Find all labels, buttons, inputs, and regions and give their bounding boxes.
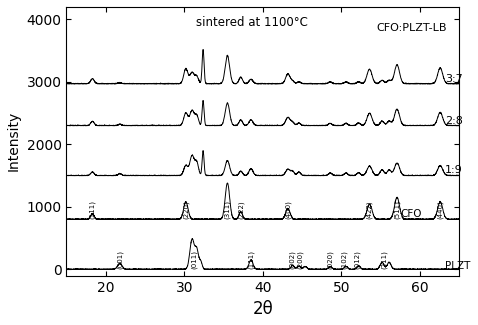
Text: (111): (111) xyxy=(89,200,96,219)
Text: (211): (211) xyxy=(380,250,387,269)
Text: (220): (220) xyxy=(183,200,189,219)
Text: (222): (222) xyxy=(238,200,244,219)
Text: (002): (002) xyxy=(289,250,296,269)
Text: (102): (102) xyxy=(341,250,348,269)
Text: (020): (020) xyxy=(327,250,334,269)
Y-axis label: Intensity: Intensity xyxy=(7,111,21,171)
Text: PLZT: PLZT xyxy=(445,261,470,271)
Text: (111): (111) xyxy=(248,250,254,269)
Text: 2:8: 2:8 xyxy=(445,116,463,126)
Text: (011): (011) xyxy=(190,250,197,269)
Text: (422): (422) xyxy=(366,200,373,219)
Text: 1:9: 1:9 xyxy=(445,165,463,175)
Text: 3:7: 3:7 xyxy=(445,74,463,84)
Text: (511): (511) xyxy=(394,200,400,219)
Text: (012): (012) xyxy=(354,250,360,269)
Text: (440): (440) xyxy=(437,200,444,219)
Text: (200): (200) xyxy=(297,250,304,269)
X-axis label: 2θ: 2θ xyxy=(252,300,273,318)
Text: sintered at 1100°C: sintered at 1100°C xyxy=(196,16,308,29)
Text: CFO:PLZT-LB: CFO:PLZT-LB xyxy=(377,23,447,33)
Text: (001): (001) xyxy=(117,250,123,269)
Text: (400): (400) xyxy=(284,200,291,219)
Text: (311): (311) xyxy=(224,200,231,219)
Text: CFO: CFO xyxy=(400,209,422,219)
